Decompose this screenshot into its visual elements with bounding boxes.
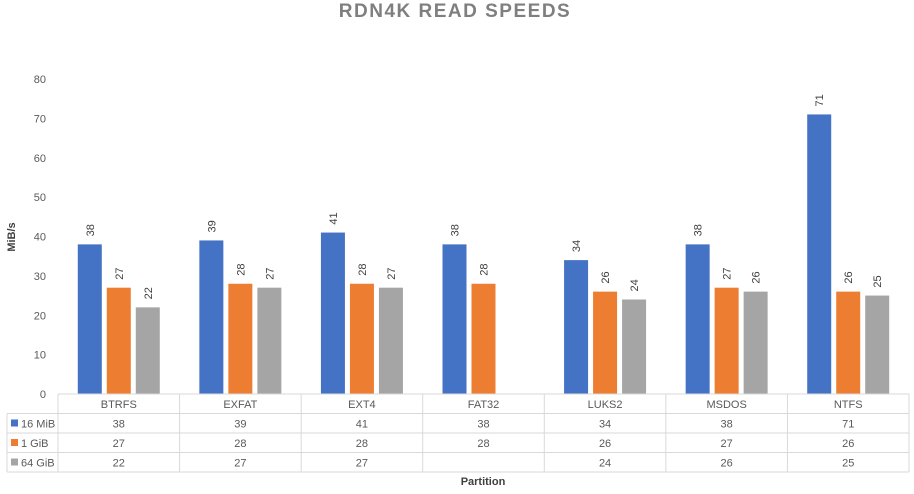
table-value: 25: [842, 458, 854, 470]
category-label: EXT4: [348, 399, 376, 411]
bar: [622, 299, 647, 394]
table-value: 38: [477, 419, 489, 431]
data-label: 28: [357, 264, 369, 276]
bar: [564, 260, 589, 394]
legend-label: 16 MiB: [21, 419, 55, 431]
table-value: 28: [356, 438, 368, 450]
legend-key: [11, 439, 18, 446]
bar: [743, 291, 768, 394]
data-label: 27: [386, 267, 398, 279]
legend-label: 64 GiB: [21, 458, 55, 470]
table-value: 27: [721, 438, 733, 450]
data-label: 71: [814, 94, 826, 106]
table-value: 41: [356, 419, 368, 431]
table-value: 27: [113, 438, 125, 450]
bar: [135, 307, 160, 394]
data-table: BTRFS EXFAT EXT4 FAT32 LUKS2 MSDOS NTFS 16 MiB 3…: [6, 393, 910, 473]
category-label: NTFS: [834, 399, 863, 411]
y-tick-label: 20: [34, 310, 46, 322]
data-label: 22: [143, 287, 155, 299]
y-tick-label: 50: [34, 192, 46, 204]
legend-key: [11, 458, 18, 466]
data-label: 27: [264, 267, 276, 279]
y-tick-label: 40: [34, 232, 46, 244]
table-value: 26: [842, 438, 854, 450]
bar: [442, 244, 467, 394]
data-label: 26: [600, 271, 612, 283]
y-tick-label: 30: [34, 271, 46, 283]
bar: [106, 287, 131, 394]
table-value: 24: [599, 458, 611, 470]
category-label: EXFAT: [223, 399, 257, 411]
bar: [199, 240, 224, 394]
table-value: 38: [113, 419, 125, 431]
bar: [471, 283, 496, 394]
legend-label: 1 GiB: [21, 438, 49, 450]
data-label: 38: [450, 224, 462, 236]
data-label: 34: [571, 240, 583, 252]
bar: [349, 283, 374, 394]
table-value: 34: [599, 419, 611, 431]
data-label: 26: [843, 271, 855, 283]
table-value: 26: [721, 458, 733, 470]
data-label: 28: [235, 264, 247, 276]
bar: [378, 287, 403, 394]
y-tick-label: 80: [34, 74, 46, 86]
category-label: MSDOS: [706, 399, 746, 411]
table-value: 27: [234, 458, 246, 470]
y-tick-label: 60: [34, 153, 46, 165]
data-label: 27: [114, 267, 126, 279]
bar: [714, 287, 739, 394]
data-label: 38: [85, 224, 97, 236]
table-value: 27: [356, 458, 368, 470]
data-label: 28: [479, 264, 491, 276]
table-value: 28: [477, 438, 489, 450]
table-value: 22: [113, 458, 125, 470]
y-tick-label: 10: [34, 350, 46, 362]
data-label: 39: [206, 220, 218, 232]
data-label: 24: [629, 279, 641, 291]
bar: [77, 244, 102, 394]
x-axis-label: Partition: [461, 476, 506, 488]
table-value: 28: [234, 438, 246, 450]
y-tick-label: 70: [34, 113, 46, 125]
bar: [593, 291, 618, 394]
y-axis-label: MiB/s: [6, 222, 18, 251]
data-label: 26: [751, 271, 763, 283]
data-label: 38: [693, 224, 705, 236]
category-label: BTRFS: [101, 399, 137, 411]
bar: [257, 287, 282, 394]
bar: [865, 295, 890, 394]
table-value: 71: [842, 419, 854, 431]
table-value: 39: [234, 419, 246, 431]
category-label: FAT32: [468, 399, 500, 411]
bar: [807, 114, 832, 394]
data-label: 25: [872, 275, 884, 287]
table-value: 26: [599, 438, 611, 450]
bar: [320, 232, 345, 394]
bar: [836, 291, 861, 394]
data-label: 27: [722, 267, 734, 279]
plot-area: 0 10 20 30 40 50 60 70 80 38 27 22 39 28 27 41 28 27 38 28 3…: [34, 74, 890, 401]
y-tick-label: 0: [40, 389, 46, 401]
category-label: LUKS2: [588, 399, 623, 411]
legend-key: [11, 419, 18, 427]
data-label: 41: [328, 212, 340, 224]
chart-title: RDN4K READ SPEEDS: [339, 1, 571, 22]
table-value: 38: [721, 419, 733, 431]
bar: [685, 244, 710, 394]
bar: [228, 283, 253, 394]
